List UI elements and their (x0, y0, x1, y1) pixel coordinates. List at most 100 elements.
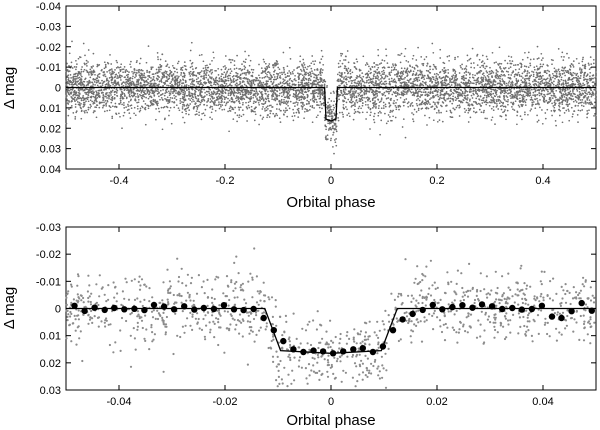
full-phase-data-point (522, 103, 524, 106)
full-phase-data-point (564, 87, 567, 90)
full-phase-data-point (312, 96, 315, 99)
full-phase-data-point (369, 114, 372, 117)
full-phase-data-point (363, 93, 366, 96)
full-phase-data-point (540, 77, 543, 80)
full-phase-data-point (373, 115, 375, 118)
full-phase-data-point (284, 91, 286, 93)
full-phase-data-point (193, 106, 195, 108)
full-phase-data-point (411, 66, 414, 68)
full-phase-data-point (545, 69, 547, 72)
full-phase-data-point (273, 89, 276, 91)
full-phase-data-point (72, 94, 74, 97)
full-phase-data-point (560, 92, 563, 95)
full-phase-data-point (563, 72, 566, 74)
full-phase-data-point (296, 98, 298, 101)
full-phase-data-point (103, 67, 106, 70)
full-phase-data-point (377, 48, 379, 51)
full-phase-data-point (72, 83, 75, 86)
full-phase-data-point (190, 62, 193, 65)
full-phase-data-point (564, 99, 566, 102)
full-phase-data-point (586, 83, 589, 85)
full-phase-data-point (381, 93, 383, 95)
full-phase-data-point (520, 75, 523, 78)
full-phase-data-point (111, 117, 114, 120)
full-phase-data-point (314, 60, 317, 62)
full-phase-data-point (103, 61, 106, 64)
full-phase-data-point (249, 100, 252, 103)
full-phase-data-point (589, 103, 592, 106)
full-phase-data-point (532, 71, 535, 73)
full-phase-data-point (301, 63, 303, 66)
full-phase-data-point (504, 66, 507, 69)
full-phase-data-point (329, 139, 332, 142)
full-phase-data-point (558, 99, 560, 101)
full-phase-data-point (349, 101, 352, 104)
full-phase-data-point (544, 79, 547, 81)
full-phase-data-point (215, 76, 218, 79)
full-phase-data-point (267, 64, 270, 67)
full-phase-data-point (534, 89, 537, 91)
full-phase-data-point (518, 68, 521, 70)
full-phase-data-point (210, 72, 213, 75)
full-phase-data-point (345, 101, 348, 104)
full-phase-data-point (285, 103, 288, 105)
full-phase-data-point (344, 59, 347, 61)
full-phase-data-point (318, 106, 321, 109)
full-phase-data-point (373, 66, 376, 68)
full-phase-data-point (181, 106, 184, 108)
full-phase-data-point (279, 103, 282, 106)
full-phase-data-point (336, 73, 339, 76)
full-phase-data-point (110, 94, 112, 96)
full-phase-data-point (454, 99, 457, 102)
full-phase-data-point (98, 76, 101, 79)
full-phase-data-point (492, 92, 495, 95)
full-phase-data-point (213, 81, 216, 84)
full-phase-data-point (448, 59, 450, 62)
full-phase-data-point (347, 76, 349, 79)
full-phase-data-point (422, 76, 425, 79)
full-phase-data-point (203, 103, 205, 106)
full-phase-data-point (221, 104, 224, 106)
full-phase-data-point (241, 97, 243, 99)
full-phase-data-point (423, 74, 426, 77)
full-phase-data-point (494, 123, 496, 125)
full-phase-data-point (297, 102, 299, 104)
full-phase-data-point (223, 95, 225, 98)
full-phase-data-point (222, 90, 225, 92)
full-phase-data-point (360, 83, 362, 86)
full-phase-data-point (351, 93, 353, 96)
full-phase-data-point (406, 79, 409, 82)
full-phase-data-point (235, 97, 237, 100)
full-phase-data-point (80, 78, 83, 80)
full-phase-data-point (164, 75, 166, 78)
full-phase-data-point (122, 84, 125, 87)
full-phase-data-point (466, 97, 469, 99)
full-phase-data-point (400, 52, 403, 55)
full-phase-data-point (410, 91, 413, 94)
full-phase-data-point (524, 104, 527, 106)
full-phase-data-point (446, 55, 449, 58)
full-phase-data-point (125, 69, 128, 71)
full-phase-data-point (382, 107, 385, 109)
full-phase-data-point (238, 102, 241, 105)
full-phase-data-point (179, 100, 182, 102)
full-phase-data-point (470, 88, 472, 91)
full-phase-data-point (469, 76, 471, 79)
full-phase-data-point (592, 84, 595, 87)
full-phase-data-point (491, 101, 493, 104)
full-phase-data-point (304, 108, 307, 110)
full-phase-data-point (130, 94, 133, 97)
full-phase-data-point (98, 89, 101, 92)
full-phase-data-point (190, 97, 193, 100)
full-phase-data-point (241, 95, 244, 97)
full-phase-data-point (385, 85, 387, 88)
full-phase-data-point (367, 82, 370, 84)
full-phase-data-point (482, 97, 484, 100)
full-phase-data-point (170, 122, 173, 125)
full-phase-data-point (471, 82, 474, 85)
full-phase-data-point (527, 92, 530, 94)
full-phase-data-point (397, 89, 400, 92)
full-phase-data-point (358, 100, 361, 102)
full-phase-data-point (147, 107, 150, 110)
full-phase-data-point (378, 71, 380, 73)
